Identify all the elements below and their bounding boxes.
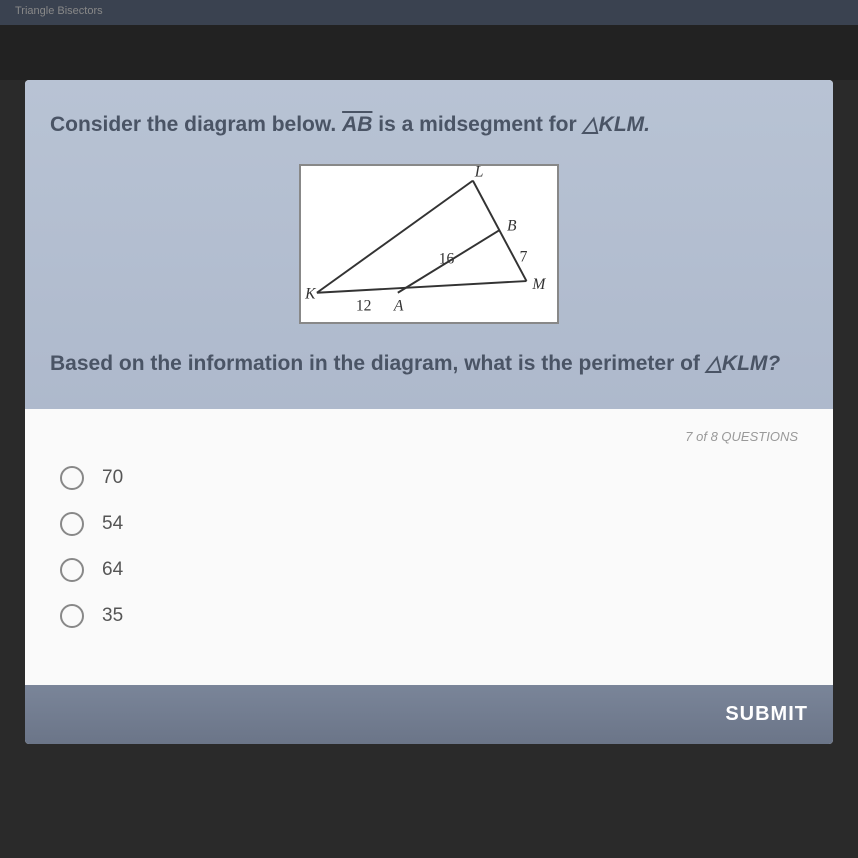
option-label: 70 — [102, 467, 123, 489]
followup-prefix: Based on the information in the diagram,… — [50, 352, 706, 375]
svg-text:B: B — [507, 218, 517, 235]
quiz-screen: Triangle Bisectors Consider the diagram … — [0, 0, 858, 858]
svg-text:16: 16 — [439, 251, 455, 268]
svg-text:L: L — [474, 166, 484, 181]
intro-prefix: Consider the diagram below. — [50, 113, 342, 136]
question-intro: Consider the diagram below. AB is a mids… — [50, 110, 808, 139]
answers-section: 7 of 8 QUESTIONS 70 54 64 35 — [25, 409, 833, 685]
question-card: Consider the diagram below. AB is a mids… — [25, 80, 833, 744]
radio-icon[interactable] — [60, 466, 84, 490]
submit-button[interactable]: SUBMIT — [725, 703, 808, 726]
submit-bar: SUBMIT — [25, 685, 833, 744]
triangle-diagram: K L M A B 12 16 7 — [299, 164, 559, 324]
question-header: Consider the diagram below. AB is a mids… — [25, 80, 833, 409]
question-followup: Based on the information in the diagram,… — [50, 349, 808, 378]
intro-mid: is a midsegment for — [378, 113, 582, 136]
segment-label: AB — [342, 113, 372, 136]
svg-text:12: 12 — [356, 298, 372, 315]
header-title: Triangle Bisectors — [15, 5, 103, 17]
svg-text:A: A — [393, 298, 404, 315]
spacer — [0, 25, 858, 80]
svg-text:K: K — [304, 286, 317, 303]
option-label: 35 — [102, 605, 123, 627]
option-label: 54 — [102, 513, 123, 535]
triangle-label: △KLM. — [583, 113, 650, 136]
answer-option-54[interactable]: 54 — [60, 512, 798, 536]
svg-text:M: M — [531, 276, 546, 293]
followup-triangle: △KLM? — [706, 352, 780, 375]
radio-icon[interactable] — [60, 604, 84, 628]
question-counter: 7 of 8 QUESTIONS — [60, 429, 798, 444]
radio-icon[interactable] — [60, 512, 84, 536]
answer-option-35[interactable]: 35 — [60, 604, 798, 628]
svg-text:7: 7 — [520, 249, 528, 266]
answer-option-70[interactable]: 70 — [60, 466, 798, 490]
answer-option-64[interactable]: 64 — [60, 558, 798, 582]
radio-icon[interactable] — [60, 558, 84, 582]
diagram-container: K L M A B 12 16 7 — [50, 164, 808, 324]
header-bar: Triangle Bisectors — [0, 0, 858, 25]
option-label: 64 — [102, 559, 123, 581]
